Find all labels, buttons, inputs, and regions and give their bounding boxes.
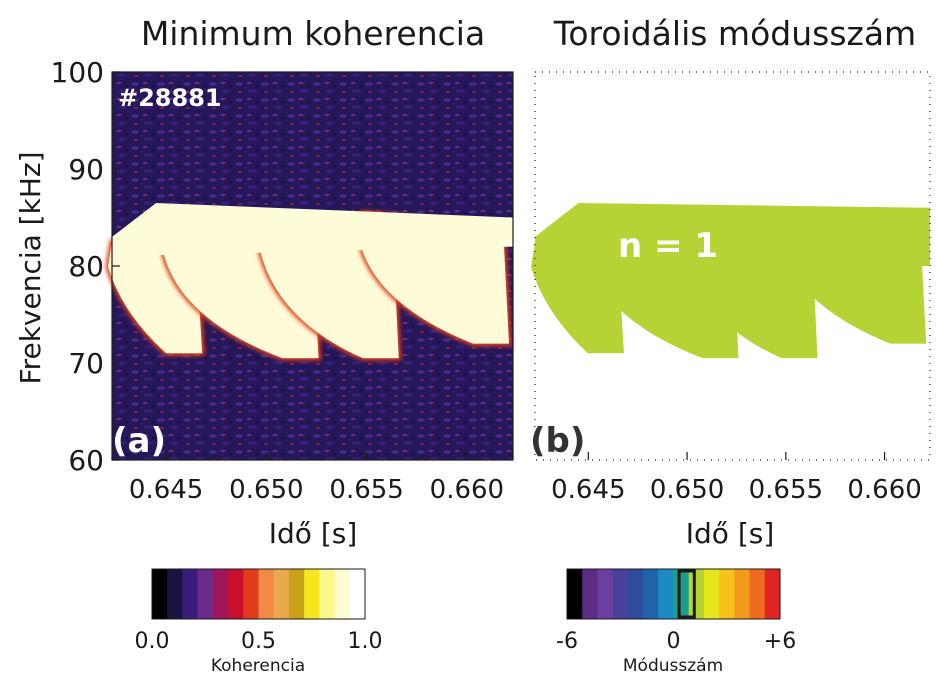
colorbar-cell	[597, 569, 614, 619]
shot-number: #28881	[118, 84, 222, 112]
mode-colorbar-ticks: -6 0 +6	[556, 629, 796, 654]
colorbar-cell	[749, 569, 766, 619]
panel-a-x-label: Idő [s]	[269, 517, 358, 550]
mode-colorbar-cells	[567, 569, 781, 619]
x-tick-label: 0.660	[847, 475, 921, 505]
panel-a-bands	[105, 202, 513, 361]
panel-b-title: Toroidális módusszám	[553, 14, 916, 53]
coherence-colorbar: 0.0 0.5 1.0 Koherencia	[135, 568, 383, 676]
panel-a-y-ticks: 60 70 80 90 100	[51, 56, 120, 477]
x-tick-label: 0.655	[749, 475, 823, 505]
colorbar-cell	[228, 569, 244, 619]
x-tick-label: 0.645	[551, 475, 625, 505]
colorbar-cell	[243, 569, 259, 619]
colorbar-cell	[673, 569, 690, 619]
coherence-colorbar-ticks: 0.0 0.5 1.0	[135, 629, 383, 654]
mode-annotation: n = 1	[618, 226, 718, 266]
highlighted-mode-cell	[677, 569, 696, 619]
y-tick-label: 80	[68, 250, 104, 283]
y-tick-label: 90	[68, 153, 104, 186]
colorbar-cell	[734, 569, 751, 619]
colorbar-cell	[319, 569, 336, 619]
colorbar-cell	[658, 569, 674, 619]
x-tick-label: 0.660	[430, 475, 504, 505]
colorbar-cell	[212, 569, 229, 619]
y-tick-label: 60	[68, 444, 104, 477]
colorbar-cell	[197, 569, 214, 619]
colorbar-tick-label: 0.0	[135, 629, 170, 654]
panel-b-x-ticks: 0.645 0.650 0.655 0.660	[551, 452, 922, 505]
x-tick-label: 0.655	[329, 475, 403, 505]
colorbar-cell	[719, 569, 735, 619]
y-tick-label: 100	[51, 56, 104, 89]
panel-b-frame	[534, 71, 931, 461]
colorbar-cell	[643, 569, 659, 619]
coherence-colorbar-cells	[152, 569, 366, 619]
colorbar-cell	[567, 569, 583, 619]
colorbar-cell	[764, 569, 781, 619]
panel-a-x-ticks: 0.645 0.650 0.655 0.660	[129, 452, 504, 505]
colorbar-cell	[627, 569, 644, 619]
colorbar-cell	[304, 569, 320, 619]
panel-b-x-label: Idő [s]	[686, 517, 775, 550]
panel-b-label: (b)	[530, 421, 585, 461]
colorbar-cell	[273, 569, 290, 619]
x-tick-label: 0.650	[229, 475, 303, 505]
y-tick-label: 70	[68, 347, 104, 380]
x-tick-label: 0.650	[650, 475, 724, 505]
colorbar-tick-label: 1.0	[348, 629, 383, 654]
coherent-band-top	[112, 202, 513, 257]
colorbar-tick-label: -6	[556, 629, 578, 654]
coherence-colorbar-frame	[151, 568, 366, 620]
x-tick-label: 0.645	[129, 475, 203, 505]
colorbar-cell	[582, 569, 598, 619]
mode-colorbar-label: Módusszám	[623, 656, 723, 676]
colorbar-cell	[688, 569, 705, 619]
panel-a-title: Minimum koherencia	[141, 14, 485, 53]
colorbar-cell	[152, 569, 168, 619]
panel-a-label: (a)	[112, 421, 166, 461]
coherence-colorbar-label: Koherencia	[211, 656, 305, 676]
colorbar-tick-label: 0	[667, 629, 681, 654]
colorbar-tick-label: +6	[764, 629, 796, 654]
panel-b-mode-regions	[531, 202, 930, 359]
colorbar-tick-label: 0.5	[241, 629, 276, 654]
colorbar-cell	[334, 569, 351, 619]
y-axis-label: Frekvencia [kHz]	[14, 152, 47, 385]
colorbar-cell	[349, 569, 366, 619]
colorbar-cell	[182, 569, 199, 619]
colorbar-cell	[288, 569, 305, 619]
colorbar-cell	[612, 569, 629, 619]
mode-region-top	[535, 202, 930, 266]
mode-colorbar-frame	[566, 568, 781, 620]
colorbar-cell	[258, 569, 275, 619]
panel-b-plot: 0.645 0.650 0.655 0.660 n = 1 (b)	[530, 71, 931, 505]
colorbar-cell	[703, 569, 720, 619]
mode-colorbar: -6 0 +6 Módusszám	[556, 568, 796, 676]
colorbar-cell	[167, 569, 183, 619]
